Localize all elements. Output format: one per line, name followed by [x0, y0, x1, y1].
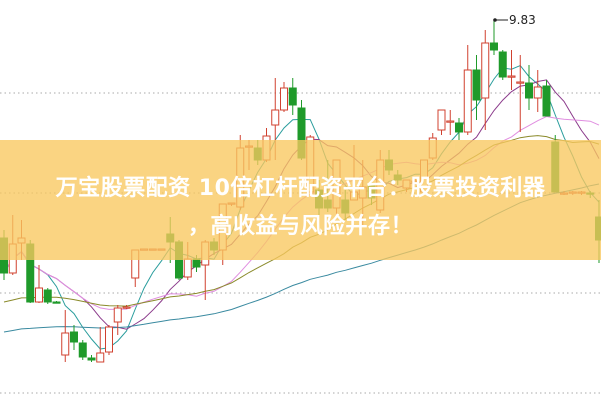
candle-body — [52, 301, 61, 304]
candle — [455, 118, 463, 140]
candle — [288, 78, 297, 115]
candle-body — [542, 85, 551, 117]
candle — [61, 310, 70, 362]
candle — [113, 305, 122, 335]
candle — [122, 305, 131, 309]
candle-body — [122, 306, 131, 309]
candle — [87, 355, 96, 362]
candle-body — [437, 109, 446, 131]
promo-banner: 万宝股票配资 10倍杠杆配资平台：股票投资利器 ，高收益与风险并存！ — [0, 140, 601, 260]
candle-body — [70, 331, 78, 343]
candle — [498, 50, 507, 80]
candle — [446, 110, 455, 135]
candle-body — [288, 87, 297, 106]
candle — [280, 82, 288, 112]
candle — [78, 340, 87, 360]
candle-body — [498, 51, 507, 78]
banner-title-line1: 万宝股票配资 10倍杠杆配资平台：股票投资利器 — [55, 176, 546, 201]
candle-body — [78, 342, 87, 358]
candle — [463, 45, 472, 135]
candle-body — [271, 109, 280, 126]
candle-body — [87, 357, 96, 361]
candle-body — [192, 258, 201, 268]
candle — [52, 301, 61, 304]
candle-body — [105, 326, 113, 353]
candle — [35, 265, 43, 303]
high-annotation: 9.83 — [493, 13, 536, 27]
candle — [96, 327, 105, 363]
annotation-label: 9.83 — [509, 13, 536, 27]
candle-body — [280, 87, 288, 111]
candle — [516, 55, 525, 132]
candle — [105, 325, 113, 355]
candle-body — [446, 120, 455, 123]
candle-body — [472, 69, 481, 101]
candle-body — [455, 122, 463, 133]
candle-body — [183, 258, 192, 278]
candle-body — [481, 42, 490, 99]
annotation-arrow-dot — [493, 18, 497, 22]
candle — [472, 55, 481, 120]
candle-body — [43, 289, 52, 303]
candle — [43, 288, 52, 304]
candle-body — [463, 69, 472, 133]
candle — [70, 325, 78, 350]
candle — [490, 20, 498, 55]
candle — [481, 30, 490, 130]
candle-body — [507, 75, 516, 78]
candle-body — [96, 352, 105, 363]
candle-body — [533, 86, 542, 99]
banner-title-line2: ，高收益与风险并存！ — [187, 214, 413, 239]
candle — [542, 80, 551, 117]
candle-body — [516, 81, 525, 84]
candle-body — [113, 307, 122, 323]
candle — [533, 70, 542, 112]
candle-body — [525, 82, 533, 99]
candle — [437, 109, 446, 135]
candle-body — [61, 332, 70, 356]
candle-body — [490, 42, 498, 51]
candle-body — [35, 287, 43, 303]
candle — [525, 65, 533, 110]
candle — [507, 50, 516, 90]
